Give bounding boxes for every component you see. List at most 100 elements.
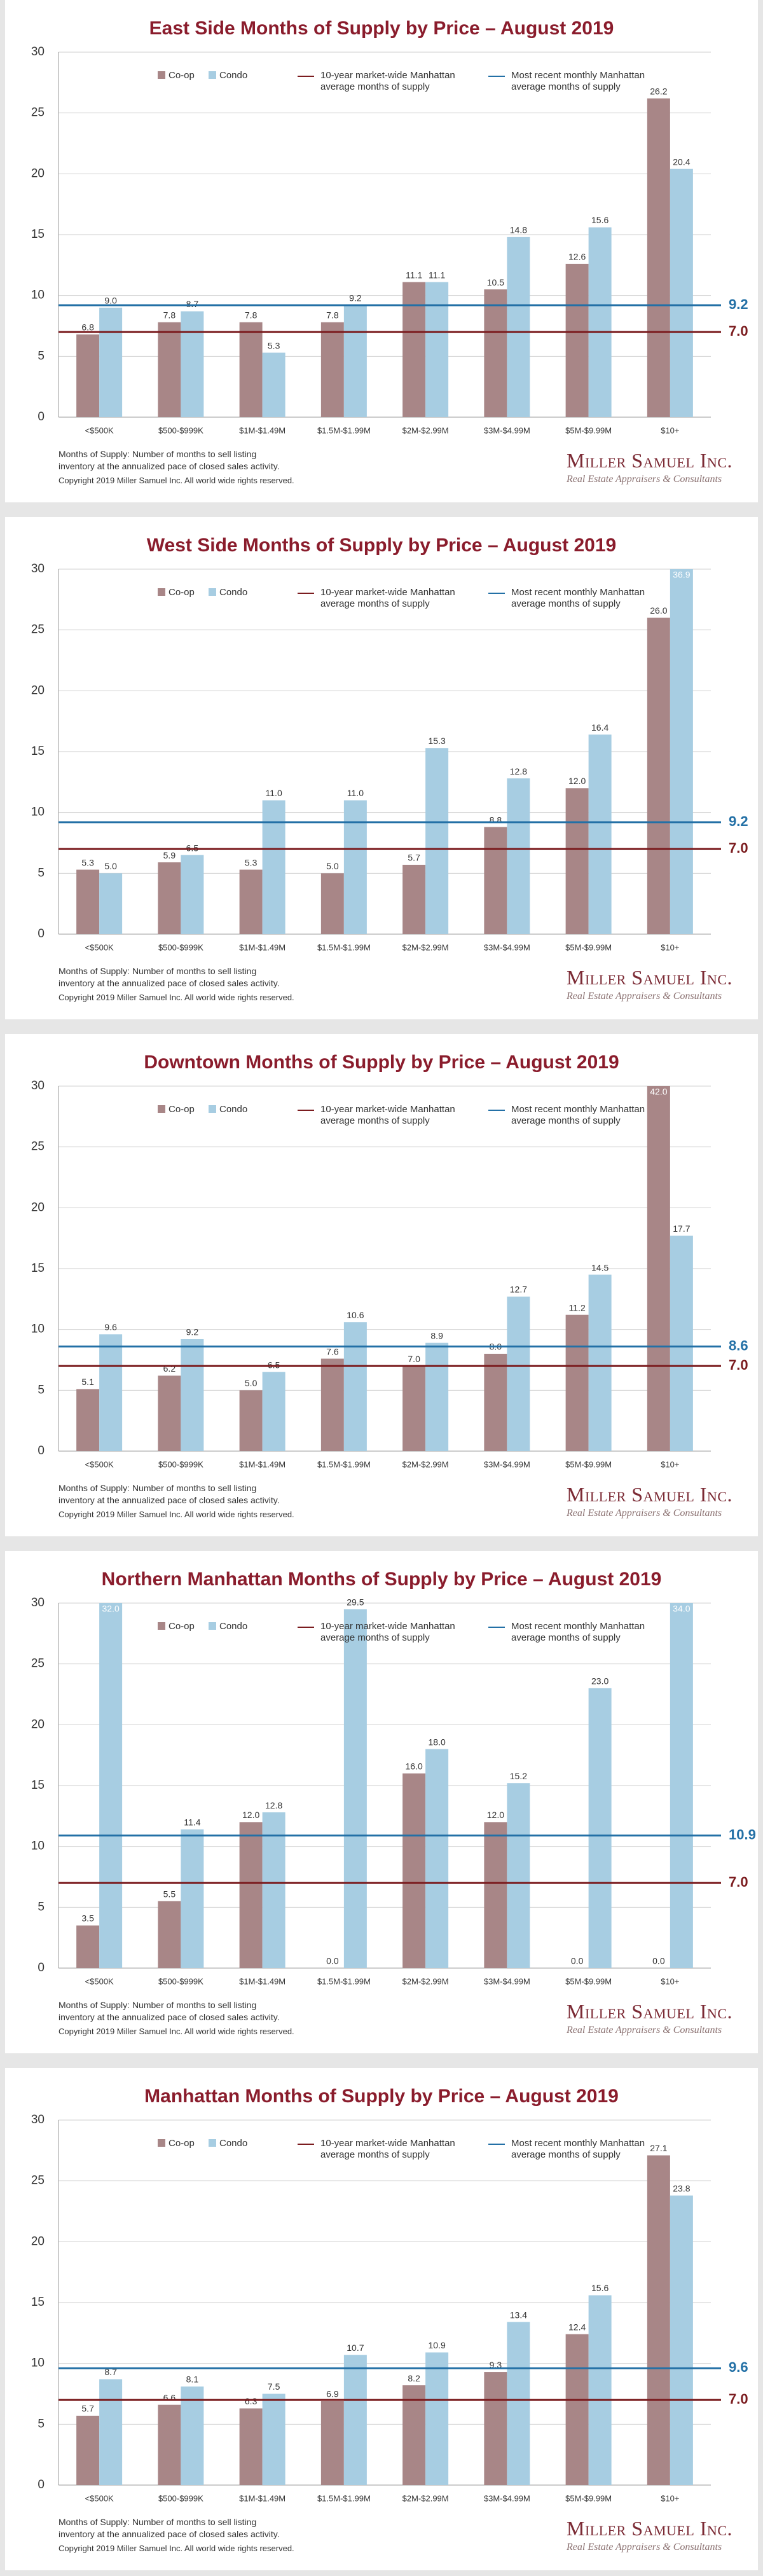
legend-label: 10-year market-wide Manhattan average mo… bbox=[320, 70, 455, 92]
legend-label: 10-year market-wide Manhattan average mo… bbox=[320, 587, 455, 609]
bar bbox=[484, 289, 507, 417]
chart: 0 5 10 15 20 25 30 <$500K 3.5 32.0 $500-$999K 5.5 11… bbox=[31, 1596, 756, 1986]
value-label: 6.5 bbox=[186, 843, 199, 853]
legend-label: Condo bbox=[219, 587, 248, 598]
legend-item: Co-op bbox=[158, 587, 195, 598]
footnote: inventory at the annualized pace of clos… bbox=[58, 978, 280, 988]
bar bbox=[99, 2379, 123, 2485]
bar bbox=[181, 1829, 204, 1968]
bar bbox=[262, 2393, 285, 2485]
value-label: 7.8 bbox=[326, 310, 339, 320]
copyright: Copyright 2019 Miller Samuel Inc. All wo… bbox=[58, 1510, 294, 1519]
value-label: 16.4 bbox=[591, 722, 608, 733]
x-tick-label: $500-$999K bbox=[158, 942, 203, 952]
bar bbox=[99, 307, 123, 417]
chart-panel: 0 5 10 15 20 25 30 <$500K 5.3 5.0 $500-$999K 5.9 6.5… bbox=[5, 517, 758, 1019]
legend-label: Most recent monthly Manhattan average mo… bbox=[511, 1104, 645, 1126]
y-tick-label: 30 bbox=[31, 1596, 45, 1609]
chart-title: Downtown Months of Supply by Price – Aug… bbox=[144, 1052, 619, 1073]
bar bbox=[343, 305, 367, 417]
logo-tagline: Real Estate Appraisers & Consultants bbox=[567, 474, 722, 485]
bar bbox=[507, 237, 530, 417]
x-tick-label: $1M-$1.49M bbox=[239, 2493, 285, 2503]
value-label: 18.0 bbox=[429, 1737, 446, 1747]
value-label: 7.8 bbox=[163, 310, 176, 320]
x-tick-label: <$500K bbox=[85, 942, 114, 952]
legend-swatch bbox=[158, 71, 165, 79]
bar bbox=[99, 1603, 123, 1968]
bar bbox=[484, 827, 507, 934]
footnote: Months of Supply: Number of months to se… bbox=[58, 2517, 257, 2527]
value-label: 14.5 bbox=[591, 1262, 608, 1272]
legend-label: Most recent monthly Manhattan average mo… bbox=[511, 70, 645, 92]
value-label: 10.7 bbox=[347, 2343, 364, 2353]
reference-label: 7.0 bbox=[729, 840, 748, 856]
y-tick-label: 30 bbox=[31, 2113, 45, 2126]
bar bbox=[402, 864, 426, 934]
y-tick-label: 10 bbox=[31, 2357, 45, 2370]
chart: 0 5 10 15 20 25 30 <$500K 5.7 8.7 $500-$999K 6.6 8.1… bbox=[31, 2113, 748, 2503]
bar bbox=[343, 2355, 367, 2485]
bar bbox=[181, 855, 204, 934]
value-label: 5.0 bbox=[326, 861, 339, 871]
legend-label: 10-year market-wide Manhattan average mo… bbox=[320, 1104, 455, 1126]
bar bbox=[76, 2415, 100, 2485]
bar bbox=[76, 1389, 100, 1451]
value-label: 6.6 bbox=[163, 2392, 176, 2402]
x-tick-label: $5M-$9.99M bbox=[565, 942, 612, 952]
bar bbox=[158, 1901, 181, 1968]
legend-swatch bbox=[158, 1622, 165, 1630]
value-label: 5.7 bbox=[408, 853, 420, 863]
bar bbox=[507, 2322, 530, 2485]
value-label: 10.5 bbox=[487, 277, 504, 287]
bar bbox=[262, 1812, 285, 1968]
bar bbox=[76, 869, 100, 934]
legend-label: Most recent monthly Manhattan average mo… bbox=[511, 587, 645, 609]
legend-item: 10-year market-wide Manhattan average mo… bbox=[298, 1104, 492, 1127]
bar bbox=[239, 1390, 263, 1451]
footnote: inventory at the annualized pace of clos… bbox=[58, 2529, 280, 2539]
x-tick-label: $1M-$1.49M bbox=[239, 942, 285, 952]
value-label: 12.0 bbox=[242, 1810, 259, 1820]
bar bbox=[647, 2155, 670, 2485]
x-tick-label: <$500K bbox=[85, 1459, 114, 1469]
legend-swatch bbox=[209, 1105, 216, 1113]
bar bbox=[158, 2404, 181, 2485]
x-tick-label: $10+ bbox=[661, 942, 679, 952]
bar bbox=[239, 869, 263, 934]
y-tick-label: 0 bbox=[38, 1961, 45, 1974]
value-label: 5.3 bbox=[81, 857, 94, 867]
chart-panel: 0 5 10 15 20 25 30 <$500K 3.5 32.0 $500-$999K 5.5 11… bbox=[5, 1551, 758, 2053]
legend-label: Co-op bbox=[168, 2138, 195, 2149]
value-label: 7.8 bbox=[245, 310, 258, 320]
reference-label: 7.0 bbox=[729, 323, 748, 339]
value-label: 26.0 bbox=[650, 605, 667, 616]
y-tick-label: 10 bbox=[31, 289, 45, 302]
value-label: 8.2 bbox=[408, 2373, 420, 2383]
x-tick-label: $500-$999K bbox=[158, 425, 203, 435]
logo-name: Miller Samuel Inc. bbox=[567, 1483, 732, 1506]
chart-title: East Side Months of Supply by Price – Au… bbox=[149, 18, 614, 39]
legend-label: 10-year market-wide Manhattan average mo… bbox=[320, 1621, 455, 1643]
bar bbox=[99, 873, 123, 934]
bar bbox=[484, 1822, 507, 1968]
bar bbox=[239, 2408, 263, 2485]
bar bbox=[320, 2400, 344, 2485]
legend-line bbox=[298, 1627, 314, 1628]
x-tick-label: $500-$999K bbox=[158, 1976, 203, 1986]
legend-item: Condo bbox=[209, 2138, 247, 2149]
value-label: 11.4 bbox=[184, 1817, 200, 1828]
chart: 0 5 10 15 20 25 30 <$500K 5.3 5.0 $500-$999K 5.9 6.5… bbox=[31, 562, 748, 952]
logo-tagline: Real Estate Appraisers & Consultants bbox=[567, 1508, 722, 1519]
x-tick-label: $10+ bbox=[661, 1976, 679, 1986]
logo: Miller Samuel Inc. Real Estate Appraisers… bbox=[567, 966, 732, 1002]
reference-label: 7.0 bbox=[729, 1874, 748, 1890]
reference-label: 10.9 bbox=[729, 1826, 756, 1842]
logo-tagline: Real Estate Appraisers & Consultants bbox=[567, 2025, 722, 2035]
value-label: 11.1 bbox=[406, 270, 422, 280]
y-tick-label: 20 bbox=[31, 684, 45, 697]
footnote: Months of Supply: Number of months to se… bbox=[58, 2000, 257, 2010]
y-tick-label: 15 bbox=[31, 228, 45, 241]
bar bbox=[343, 800, 367, 934]
value-label: 11.1 bbox=[429, 270, 445, 280]
